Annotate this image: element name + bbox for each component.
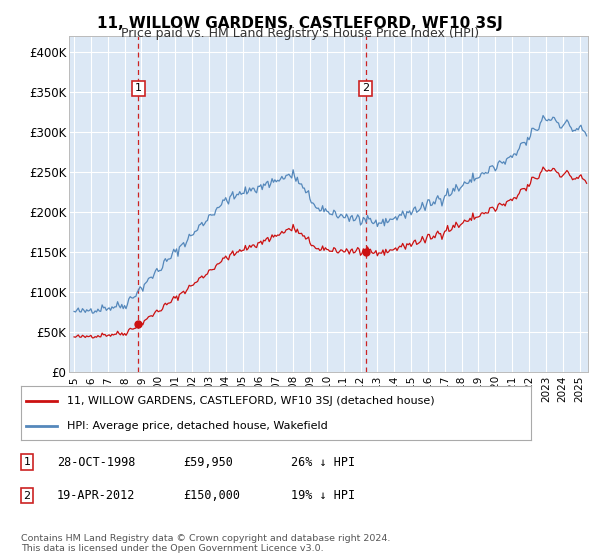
Text: 19-APR-2012: 19-APR-2012 bbox=[57, 489, 136, 502]
Text: 1: 1 bbox=[135, 83, 142, 94]
Text: 28-OCT-1998: 28-OCT-1998 bbox=[57, 455, 136, 469]
Text: 11, WILLOW GARDENS, CASTLEFORD, WF10 3SJ (detached house): 11, WILLOW GARDENS, CASTLEFORD, WF10 3SJ… bbox=[67, 396, 434, 407]
Text: £150,000: £150,000 bbox=[183, 489, 240, 502]
Text: 19% ↓ HPI: 19% ↓ HPI bbox=[291, 489, 355, 502]
Text: Contains HM Land Registry data © Crown copyright and database right 2024.
This d: Contains HM Land Registry data © Crown c… bbox=[21, 534, 391, 553]
Text: HPI: Average price, detached house, Wakefield: HPI: Average price, detached house, Wake… bbox=[67, 421, 328, 431]
Text: 1: 1 bbox=[23, 457, 31, 467]
Text: 2: 2 bbox=[23, 491, 31, 501]
Text: 26% ↓ HPI: 26% ↓ HPI bbox=[291, 455, 355, 469]
Text: 2: 2 bbox=[362, 83, 369, 94]
Text: Price paid vs. HM Land Registry's House Price Index (HPI): Price paid vs. HM Land Registry's House … bbox=[121, 27, 479, 40]
Text: 11, WILLOW GARDENS, CASTLEFORD, WF10 3SJ: 11, WILLOW GARDENS, CASTLEFORD, WF10 3SJ bbox=[97, 16, 503, 31]
Text: £59,950: £59,950 bbox=[183, 455, 233, 469]
